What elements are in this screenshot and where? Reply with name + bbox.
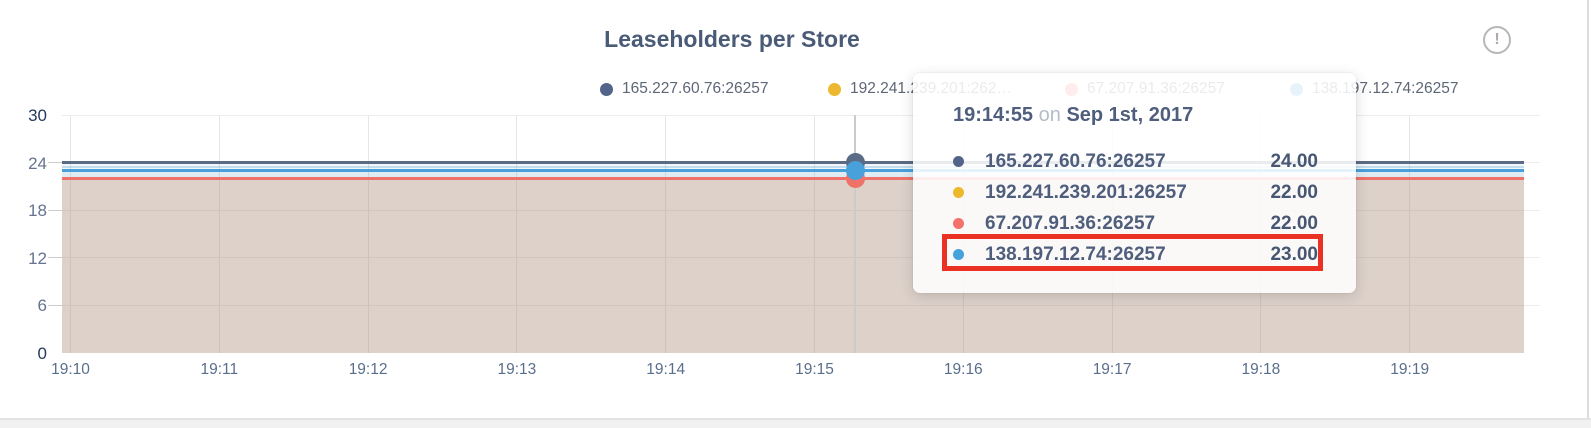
x-axis-label: 19:18 <box>1241 361 1281 378</box>
y-gridline <box>62 209 1540 211</box>
tooltip-row-1: 192.241.239.201:26257 22.00 <box>953 177 1318 208</box>
x-axis-label: 19:17 <box>1092 361 1132 378</box>
y-tick-mark <box>48 162 62 164</box>
tooltip-timestamp: 19:14:55 on Sep 1st, 2017 <box>953 104 1193 127</box>
y-axis-label: 12 <box>28 248 47 268</box>
x-axis-label: 19:14 <box>646 361 686 378</box>
hover-point-marker <box>845 161 865 181</box>
x-axis-label: 19:16 <box>943 361 983 378</box>
tooltip-series-name: 192.241.239.201:26257 <box>985 181 1187 203</box>
y-gridline <box>62 304 1540 306</box>
series-line <box>62 161 1524 165</box>
tooltip-series-name: 67.207.91.36:26257 <box>985 212 1156 234</box>
x-axis-label: 19:12 <box>348 361 388 378</box>
window-right-edge <box>1587 0 1589 428</box>
x-axis-label: 19:10 <box>51 361 90 378</box>
hover-guide-line <box>854 115 856 353</box>
y-gridline <box>62 114 1540 116</box>
legend-item-1[interactable]: 192.241.239.201:26257 <box>828 79 1013 99</box>
x-gridline <box>70 115 71 353</box>
page-title: Leaseholders per Store <box>604 26 860 52</box>
series-line <box>62 169 1524 173</box>
series-color-dot <box>828 82 841 96</box>
series-color-dot <box>953 156 964 167</box>
x-gridline <box>665 115 667 353</box>
tooltip-on-word: on <box>1038 104 1061 126</box>
x-axis-label: 19:19 <box>1390 361 1430 378</box>
y-tick-mark <box>48 257 62 259</box>
tooltip-series-value: 24.00 <box>1270 150 1318 172</box>
series-color-dot <box>600 82 613 96</box>
legend-item-label: 165.227.60.76:26257 <box>622 80 769 97</box>
y-axis-label: 30 <box>28 106 47 125</box>
tooltip-row-0: 165.227.60.76:26257 24.00 <box>953 146 1318 177</box>
series-color-dot <box>953 218 964 229</box>
x-gridline <box>367 115 369 353</box>
series-line <box>62 176 1524 180</box>
tooltip-row-2: 67.207.91.36:26257 22.00 <box>953 208 1318 239</box>
x-gridline <box>516 115 518 353</box>
tooltip-series-name: 165.227.60.76:26257 <box>985 150 1166 172</box>
window-bottom-edge <box>0 418 1591 428</box>
x-gridline <box>218 115 220 353</box>
series-color-dot <box>953 187 964 198</box>
tooltip-row-3: 138.197.12.74:26257 23.00 <box>953 239 1318 270</box>
tooltip-series-value: 22.00 <box>1270 212 1318 234</box>
tooltip-series-value: 23.00 <box>1270 243 1318 265</box>
tooltip-series-value: 22.00 <box>1270 181 1318 203</box>
legend-item-0[interactable]: 165.227.60.76:26257 <box>600 79 769 99</box>
series-color-dot <box>953 249 964 260</box>
x-gridline <box>814 115 815 353</box>
tooltip-date: Sep 1st, 2017 <box>1066 104 1194 126</box>
y-axis-label: 18 <box>28 201 47 221</box>
info-icon[interactable]: ! <box>1483 26 1511 54</box>
tooltip-time: 19:14:55 <box>953 104 1034 126</box>
x-gridline <box>1409 115 1411 353</box>
y-axis-label: 6 <box>37 296 47 316</box>
y-axis-label: 24 <box>28 153 47 173</box>
y-tick-mark <box>48 209 62 211</box>
series-line-accent <box>62 165 1524 168</box>
x-axis-label: 19:15 <box>795 361 834 378</box>
x-axis-label: 19:11 <box>200 361 239 378</box>
y-axis-label: 0 <box>37 344 47 363</box>
tooltip-series-name: 138.197.12.74:26257 <box>985 243 1166 265</box>
hover-tooltip: 19:14:55 on Sep 1st, 2017 165.227.60.76:… <box>913 73 1356 293</box>
y-gridline <box>62 257 1540 259</box>
y-tick-mark <box>48 304 62 306</box>
x-axis-label: 19:13 <box>497 361 537 378</box>
